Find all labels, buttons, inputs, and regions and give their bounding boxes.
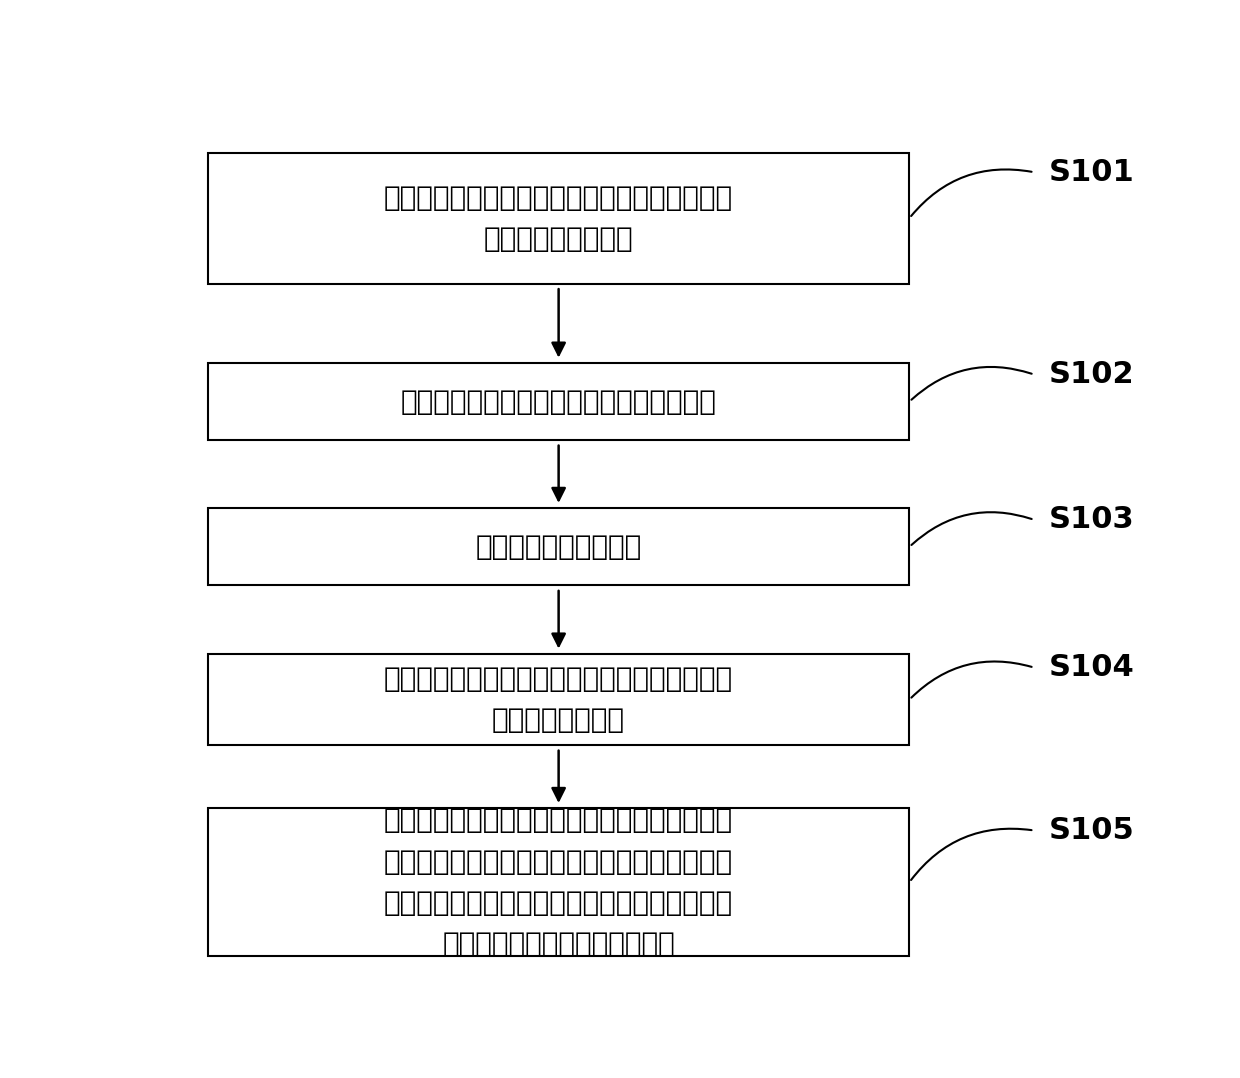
Text: S102: S102: [1049, 360, 1135, 389]
Text: 如果自学习失败，则根据电压值和上电时最小位
置值的大小关系以及电压值和所述下电时最小位
置值的大小关系选择默认值、上电时最小位置值
或下电时最小位置值进行自学习: 如果自学习失败，则根据电压值和上电时最小位 置值的大小关系以及电压值和所述下电时…: [384, 806, 733, 958]
Text: 车辆上电时，获取上一循环内上电时最小位置值
和下电时最小位置值: 车辆上电时，获取上一循环内上电时最小位置值 和下电时最小位置值: [384, 183, 733, 252]
Text: S104: S104: [1049, 653, 1135, 682]
Text: S103: S103: [1049, 506, 1135, 535]
Text: 比较电压值和标定阈值: 比较电压值和标定阈值: [475, 533, 642, 561]
Text: S105: S105: [1049, 816, 1135, 845]
Text: 如果电压值小于或等于标定阈值，则根据电压值
的均值进行自学习: 如果电压值小于或等于标定阈值，则根据电压值 的均值进行自学习: [384, 665, 733, 734]
Bar: [208, 363, 909, 440]
Bar: [208, 153, 909, 284]
Bar: [208, 509, 909, 585]
Text: 获取当前循环中加速踏板开度对应的电压值: 获取当前循环中加速踏板开度对应的电压值: [401, 388, 717, 416]
Bar: [208, 654, 909, 745]
Text: S101: S101: [1049, 157, 1135, 186]
Bar: [208, 808, 909, 956]
